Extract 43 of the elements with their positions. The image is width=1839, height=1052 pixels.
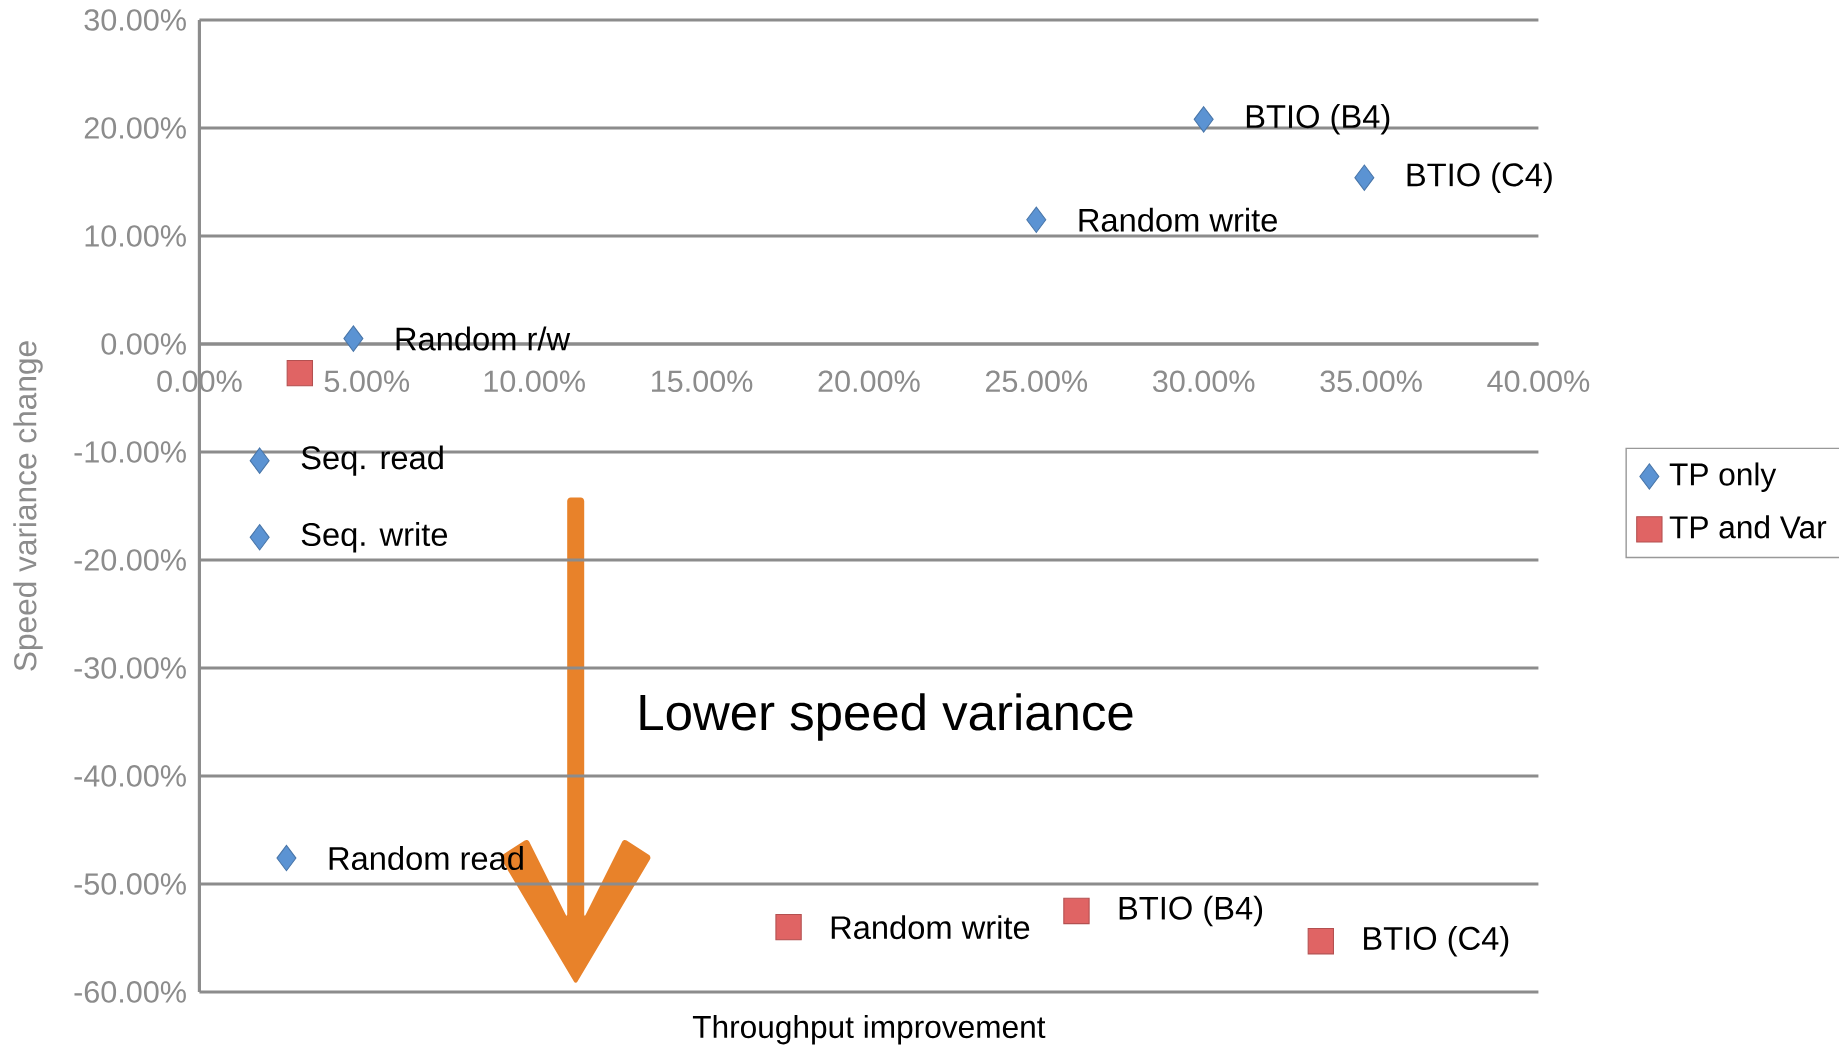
y-tick-label: 0.00% xyxy=(101,333,186,355)
y-tick-label: -20.00% xyxy=(74,549,186,571)
x-tick-label: 10.00% xyxy=(484,370,585,393)
y-tick-label: -30.00% xyxy=(74,657,186,679)
y-tick-label: 10.00% xyxy=(85,225,186,247)
point xyxy=(1193,106,1214,133)
y-tick-label: -10.00% xyxy=(74,441,186,463)
x-tick-label: 5.00% xyxy=(324,370,410,393)
annotation: BTIO (B4) xyxy=(1119,895,1263,927)
x-tick-label: 30.00% xyxy=(1152,370,1255,393)
point xyxy=(1026,206,1047,233)
point xyxy=(276,844,297,872)
annotation: Random write xyxy=(831,915,1030,940)
x-tick-label: 15.00% xyxy=(652,370,753,393)
x-tick-label: 20.00% xyxy=(818,370,920,393)
y-tick-label: -50.00% xyxy=(74,873,186,895)
x-tick-label: 25.00% xyxy=(985,370,1088,393)
point xyxy=(249,524,270,551)
annotation: Seq. read xyxy=(301,445,443,476)
annotation: Lower speed variance xyxy=(640,693,1133,741)
y-tick-label: -40.00% xyxy=(74,765,186,787)
point xyxy=(1307,928,1335,955)
point xyxy=(775,914,802,941)
annotation: Seq. write xyxy=(301,522,448,553)
y-axis-title: Speed variance change xyxy=(13,341,43,671)
x-tick-label: 35.00% xyxy=(1320,370,1422,393)
x-axis-title: Throughput improvement xyxy=(692,1014,1046,1045)
point xyxy=(1354,164,1375,191)
point xyxy=(249,447,270,474)
y-tick-label: 20.00% xyxy=(84,117,186,139)
annotation: BTIO (C4) xyxy=(1364,925,1509,957)
annotation: Random r/w xyxy=(396,326,571,351)
annotation: BTIO (C4) xyxy=(1407,162,1552,193)
y-tick-label: 30.00% xyxy=(84,9,186,31)
point xyxy=(1063,897,1090,925)
legend-label: TP and Var xyxy=(1669,515,1827,539)
point xyxy=(343,325,364,352)
y-tick-label: -60.00% xyxy=(74,981,186,1003)
x-tick-label: 40.00% xyxy=(1487,370,1590,393)
annotation: Random write xyxy=(1079,207,1277,232)
annotation: BTIO (B4) xyxy=(1246,104,1390,135)
legend-label: TP only xyxy=(1669,462,1777,492)
point xyxy=(286,359,314,387)
